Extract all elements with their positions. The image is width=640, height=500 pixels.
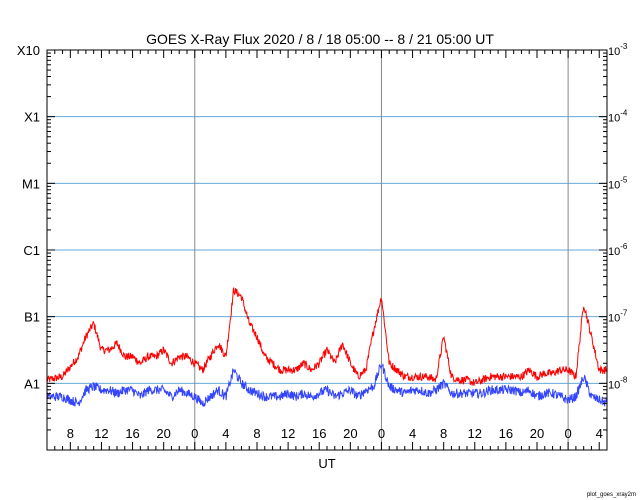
right-axis-flux-labels: 10-3 10-4 10-5 10-6 10-7 10-8	[608, 42, 628, 391]
x-axis-tick-labels: 8 12 16 20 0 4 8 12 16 20 0 4 8 12 16 20 0 4	[67, 426, 603, 441]
x-tick-label: 16	[499, 426, 513, 441]
series-layer	[46, 287, 608, 408]
x-tick-label: 20	[156, 426, 170, 441]
left-axis-class-labels: X10 X1 M1 C1 B1 A1	[17, 43, 40, 391]
x-tick-label: 8	[440, 426, 447, 441]
x-tick-label: 12	[468, 426, 482, 441]
x-tick-label: 20	[530, 426, 544, 441]
right-flux-label: 10-7	[608, 309, 628, 325]
x-tick-label: 12	[281, 426, 295, 441]
x-tick-label: 0	[564, 426, 571, 441]
x-tick-label: 4	[409, 426, 416, 441]
x-tick-label: 4	[222, 426, 229, 441]
left-class-label: B1	[24, 310, 40, 325]
right-flux-label: 10-8	[608, 375, 628, 391]
chart-title: GOES X-Ray Flux 2020 / 8 / 18 05:00 -- 8…	[146, 31, 494, 47]
x-tick-label: 8	[253, 426, 260, 441]
x-tick-label: 16	[312, 426, 326, 441]
x-axis-label: UT	[318, 456, 335, 471]
x-tick-label: 0	[191, 426, 198, 441]
gridlines	[47, 116, 607, 384]
right-flux-label: 10-5	[608, 175, 628, 191]
footer-note: plot_goes_xray2m	[587, 492, 636, 498]
x-tick-label: 4	[596, 426, 603, 441]
left-class-label: C1	[23, 243, 40, 258]
x-tick-label: 20	[343, 426, 357, 441]
x-tick-label: 12	[94, 426, 108, 441]
series-line-long-channel	[46, 287, 608, 386]
day-boundary-lines	[194, 50, 569, 450]
left-class-label: X10	[17, 43, 40, 58]
right-flux-label: 10-6	[608, 242, 628, 258]
series-line-short-channel	[46, 363, 608, 408]
left-class-label: M1	[22, 176, 40, 191]
x-tick-label: 16	[125, 426, 139, 441]
left-class-label: A1	[24, 376, 40, 391]
right-flux-label: 10-4	[608, 109, 628, 125]
left-class-label: X1	[24, 110, 40, 125]
right-flux-label: 10-3	[608, 42, 628, 58]
x-tick-label: 0	[378, 426, 385, 441]
x-tick-label: 8	[67, 426, 74, 441]
axis-ticks	[47, 50, 607, 451]
